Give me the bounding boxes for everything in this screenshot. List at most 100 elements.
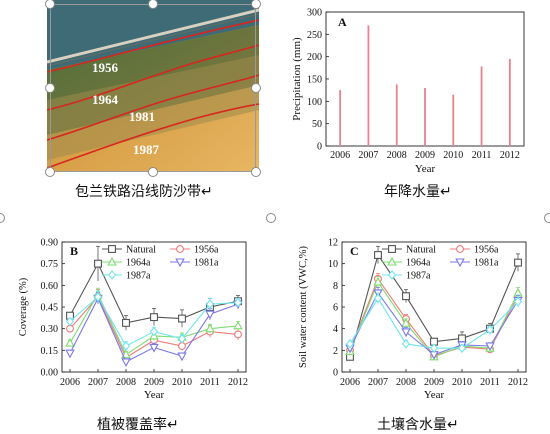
y-tick-label: 0.75 <box>41 259 59 270</box>
data-point <box>233 297 243 308</box>
y-tick-label: 10 <box>328 259 338 270</box>
bar <box>339 90 342 146</box>
legend-label: 1956a <box>474 245 499 256</box>
data-point <box>205 310 215 320</box>
x-tick-label: 2010 <box>452 377 472 388</box>
y-tick-label: 0.00 <box>41 368 59 379</box>
y-tick-label: 0.90 <box>41 238 59 249</box>
legend-marker <box>388 245 396 253</box>
x-axis-label: Year <box>424 389 445 401</box>
legend-label: Natural <box>406 245 436 256</box>
data-point <box>150 313 158 322</box>
x-tick-label: 2010 <box>172 377 192 388</box>
legend-label: 1981a <box>474 258 499 269</box>
bar <box>367 25 370 146</box>
y-tick-label: 12 <box>328 238 338 249</box>
legend: Natural 1956a 1964a 1981a 1987a <box>102 245 219 282</box>
anchor-handle[interactable] <box>544 213 550 223</box>
resize-handle[interactable] <box>45 83 55 93</box>
bar <box>452 94 455 146</box>
resize-handle[interactable] <box>251 167 261 177</box>
y-tick-label: 0.60 <box>41 281 59 292</box>
legend-marker <box>175 258 185 268</box>
legend-label: 1964a <box>406 258 431 269</box>
data-point <box>94 259 102 268</box>
legend-marker <box>107 270 117 280</box>
photo-year-label: 1981 <box>129 109 155 124</box>
x-tick-label: 2008 <box>396 377 416 388</box>
y-tick-label: 300 <box>307 8 322 19</box>
x-tick-label: 2006 <box>340 377 360 388</box>
data-point <box>205 299 215 309</box>
coverage-caption: 植被覆盖率↵ <box>97 417 179 433</box>
x-tick-label: 2006 <box>330 150 350 161</box>
data-point <box>234 330 242 339</box>
data-point <box>233 320 243 330</box>
bar <box>480 66 483 146</box>
legend-label: 1956a <box>194 245 219 256</box>
x-tick-label: 2007 <box>358 150 378 161</box>
y-tick-label: 150 <box>307 75 322 86</box>
y-tick-label: 200 <box>307 52 322 63</box>
resize-handle[interactable] <box>148 167 158 177</box>
data-point <box>65 316 75 327</box>
y-tick-label: 100 <box>307 97 322 108</box>
data-point <box>373 293 383 304</box>
series-1987a <box>65 290 243 351</box>
y-tick-label: 0 <box>333 368 338 379</box>
data-point <box>149 343 159 353</box>
data-point <box>65 349 75 359</box>
photo-selection-frame <box>50 4 256 172</box>
anchor-handle[interactable] <box>0 213 5 223</box>
data-point <box>122 318 130 327</box>
x-axis-label: Year <box>415 163 436 175</box>
y-tick-label: 50 <box>312 119 322 130</box>
resize-handle[interactable] <box>45 0 55 9</box>
x-tick-label: 2012 <box>228 377 248 388</box>
x-tick-label: 2009 <box>144 377 164 388</box>
coverage-line-chart: 0.00 0.15 0.30 0.45 0.60 0.75 0.90 2006 2007 2008… <box>18 238 248 402</box>
data-point <box>178 314 186 323</box>
bar <box>508 58 511 146</box>
legend-marker <box>176 245 184 253</box>
x-tick-label: 2011 <box>200 377 220 388</box>
resize-handle[interactable] <box>251 83 261 93</box>
data-point <box>457 343 467 354</box>
legend-marker <box>456 245 464 253</box>
data-point <box>205 323 215 333</box>
resize-handle[interactable] <box>251 0 261 9</box>
data-point <box>402 292 410 301</box>
x-tick-label: 2012 <box>500 150 520 161</box>
data-point <box>374 251 382 259</box>
data-point <box>373 276 383 286</box>
photo-year-label: 1956 <box>92 60 119 75</box>
data-point <box>485 324 495 335</box>
y-tick-label: 0.45 <box>41 303 59 314</box>
x-tick-label: 2011 <box>472 150 492 161</box>
y-tick-label: 6 <box>333 303 338 314</box>
data-point <box>458 334 466 343</box>
x-tick-label: 2006 <box>60 377 80 388</box>
photo-year-label: 1987 <box>133 142 160 157</box>
y-tick-label: 2 <box>333 346 338 357</box>
data-point <box>121 349 131 359</box>
data-point <box>177 352 187 362</box>
legend-label: 1964a <box>126 258 151 269</box>
soil-water-caption: 土壤含水量↵ <box>377 417 459 433</box>
y-axis-label: Soil water content (VWC,%) <box>298 246 309 368</box>
series-1987a <box>345 292 523 354</box>
x-tick-label: 2009 <box>415 150 435 161</box>
x-axis-label: Year <box>144 389 165 401</box>
legend-label: 1987a <box>406 271 431 282</box>
resize-handle[interactable] <box>148 0 158 9</box>
anchor-handle[interactable] <box>266 213 276 223</box>
photo-year-label: 1964 <box>92 92 119 107</box>
legend-marker <box>387 256 397 266</box>
data-point <box>514 258 522 267</box>
x-tick-label: 2012 <box>508 377 528 388</box>
data-point <box>429 343 439 354</box>
legend: Natural 1956a 1964a 1981a 1987a <box>382 245 499 282</box>
soil-water-line-chart: 0 2 4 6 8 10 12 2006 2007 2008 2009 2010 2011 2012 Yea… <box>298 238 528 402</box>
resize-handle[interactable] <box>45 167 55 177</box>
y-tick-label: 0.30 <box>41 324 59 335</box>
